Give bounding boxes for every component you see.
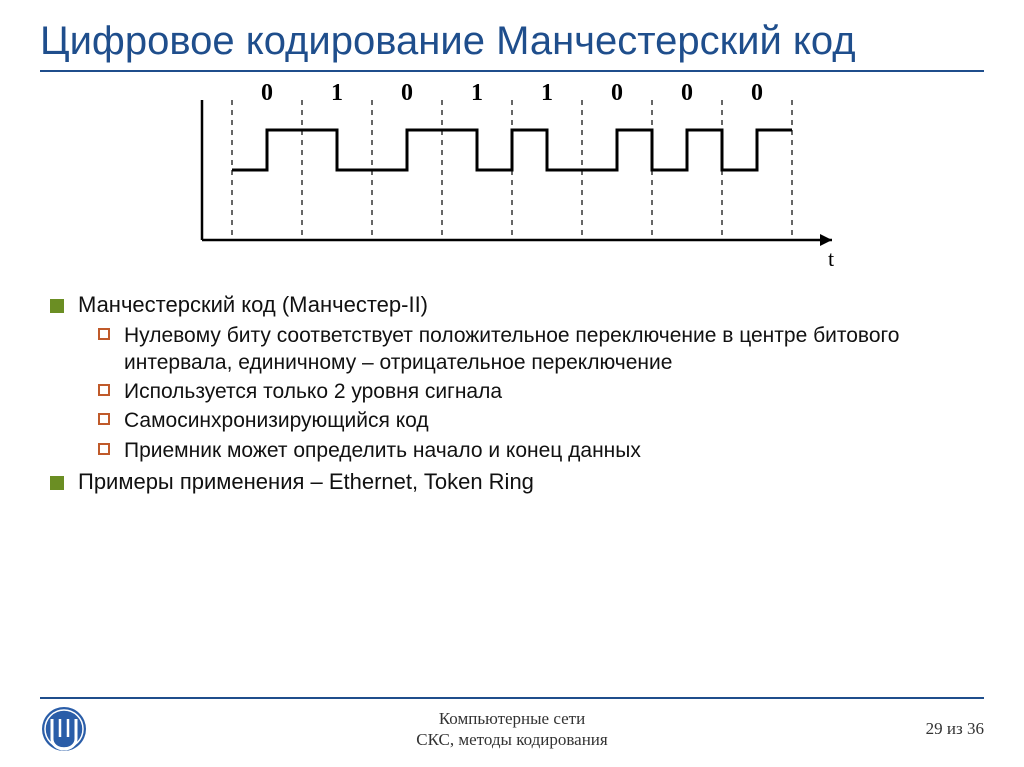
waveform-diagram: t 0 1 0 1 1 0 0 0 [40, 80, 984, 285]
university-logo-icon [40, 705, 88, 753]
sub-bullet-4: Приемник может определить начало и конец… [98, 437, 984, 464]
svg-text:0: 0 [261, 80, 273, 106]
bullet-manchester-code: Манчестерский код (Манчестер-II) Нулевом… [50, 291, 984, 464]
sub-bullet-2: Используется только 2 уровня сигнала [98, 378, 984, 405]
svg-text:t: t [828, 246, 834, 271]
page-number: 29 из 36 [926, 719, 984, 739]
sub-bullet-3: Самосинхронизирующийся код [98, 407, 984, 434]
svg-text:0: 0 [611, 80, 623, 106]
footer-center-text: Компьютерные сети СКС, методы кодировани… [40, 708, 984, 751]
bullet-text: Манчестерский код (Манчестер-II) [78, 292, 428, 317]
svg-text:0: 0 [751, 80, 763, 106]
slide-content: Манчестерский код (Манчестер-II) Нулевом… [40, 291, 984, 497]
manchester-waveform: t 0 1 0 1 1 0 0 0 [172, 80, 852, 280]
svg-text:1: 1 [471, 80, 483, 106]
svg-text:0: 0 [401, 80, 413, 106]
svg-text:1: 1 [331, 80, 343, 106]
svg-text:1: 1 [541, 80, 553, 106]
bullet-examples: Примеры применения – Ethernet, Token Rin… [50, 468, 984, 497]
sub-bullet-1: Нулевому биту соответствует положительно… [98, 322, 984, 377]
slide-title: Цифровое кодирование Манчестерский код [40, 18, 984, 72]
svg-text:0: 0 [681, 80, 693, 106]
slide-footer: Компьютерные сети СКС, методы кодировани… [40, 697, 984, 753]
